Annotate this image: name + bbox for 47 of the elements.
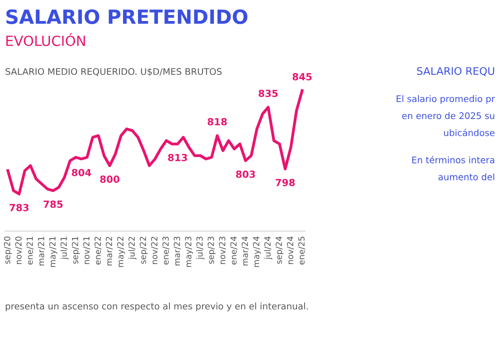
x-tick-label: nov/20 [15,236,22,264]
x-tick-label: may/24 [253,236,261,267]
text: En términos intera [412,156,494,164]
x-tick-label: jul/24 [264,236,272,260]
x-tick-label: ene/21 [26,236,34,265]
x-tick-label: mar/21 [38,236,45,266]
x-tick-label: mar/23 [174,236,181,266]
text: aumento del [438,173,494,180]
x-tick-label: jul/23 [196,236,204,260]
data-label: 785 [44,200,63,208]
data-label: 800 [100,176,120,183]
data-label: 845 [292,73,312,80]
data-label: 798 [276,178,295,186]
x-tick-label: mar/22 [106,236,113,266]
x-tick-label: nov/21 [83,236,90,264]
x-tick-label: sep/22 [140,236,148,264]
chart-title: SALARIO PRETENDIDO [6,9,248,24]
chart-subtitle: EVOLUCIÓN [6,33,85,46]
x-tick-label: jul/22 [128,236,136,260]
x-tick-label: sep/24 [276,236,284,264]
x-tick-label: may/21 [49,236,58,267]
x-tick-label: ene/23 [162,236,170,265]
x-tick-label: sep/23 [208,236,216,264]
x-tick-label: nov/24 [286,236,294,264]
x-tick-label: sep/20 [4,236,12,264]
x-tick-label: ene/24 [230,236,238,265]
x-tick-label: nov/22 [151,236,158,264]
x-tick-label: ene/25 [298,236,306,265]
text: presenta un ascenso con respecto al mes previo y en el interanual. [6,302,308,312]
text: en enero de 2025 su [402,112,494,120]
text: SALARIO REQU [417,67,494,76]
y-axis-title: SALARIO MEDIO REQUERIDO. U$D/MES BRUTOS [6,68,222,76]
x-tick-label: may/23 [185,236,193,267]
x-tick-label: sep/21 [72,236,80,264]
x-tick-label: nov/23 [219,236,226,264]
data-label: 783 [10,204,29,212]
data-label: 818 [208,118,227,126]
x-tick-label: mar/24 [242,236,249,266]
data-label: 813 [168,154,188,162]
text: ubicándose [444,128,495,136]
data-label: 835 [258,90,278,98]
x-tick-label: ene/22 [94,236,102,265]
data-label: 804 [72,168,92,176]
data-label: 803 [236,170,255,178]
text: El salario promedio pr [396,95,495,104]
x-tick-label: may/22 [117,236,126,267]
x-tick-label: jul/21 [60,236,68,260]
